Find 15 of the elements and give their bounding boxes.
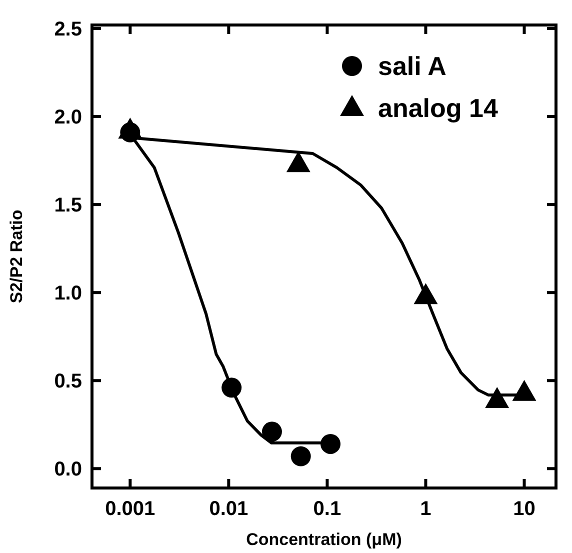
y-tick-label: 1.0	[54, 282, 82, 305]
x-tick-label: 0.1	[313, 498, 342, 520]
x-tick-label: 0.01	[209, 498, 248, 520]
legend-label: analog 14	[378, 93, 498, 124]
x-axis-title: Concentration (μM)	[246, 530, 402, 549]
x-tick-label: 1	[420, 498, 432, 520]
y-tick-label: 0.5	[54, 370, 82, 393]
y-tick-label: 0.0	[54, 458, 82, 481]
y-tick-label: 2.5	[54, 18, 82, 41]
x-tick-label: 10	[513, 498, 536, 520]
x-tick-label: 0.001	[105, 498, 156, 520]
y-axis-title: S2/P2 Ratio	[7, 210, 26, 304]
y-tick-label: 2.0	[54, 106, 82, 129]
y-tick-label: 1.5	[54, 194, 82, 217]
legend-label: sali A	[378, 51, 447, 82]
